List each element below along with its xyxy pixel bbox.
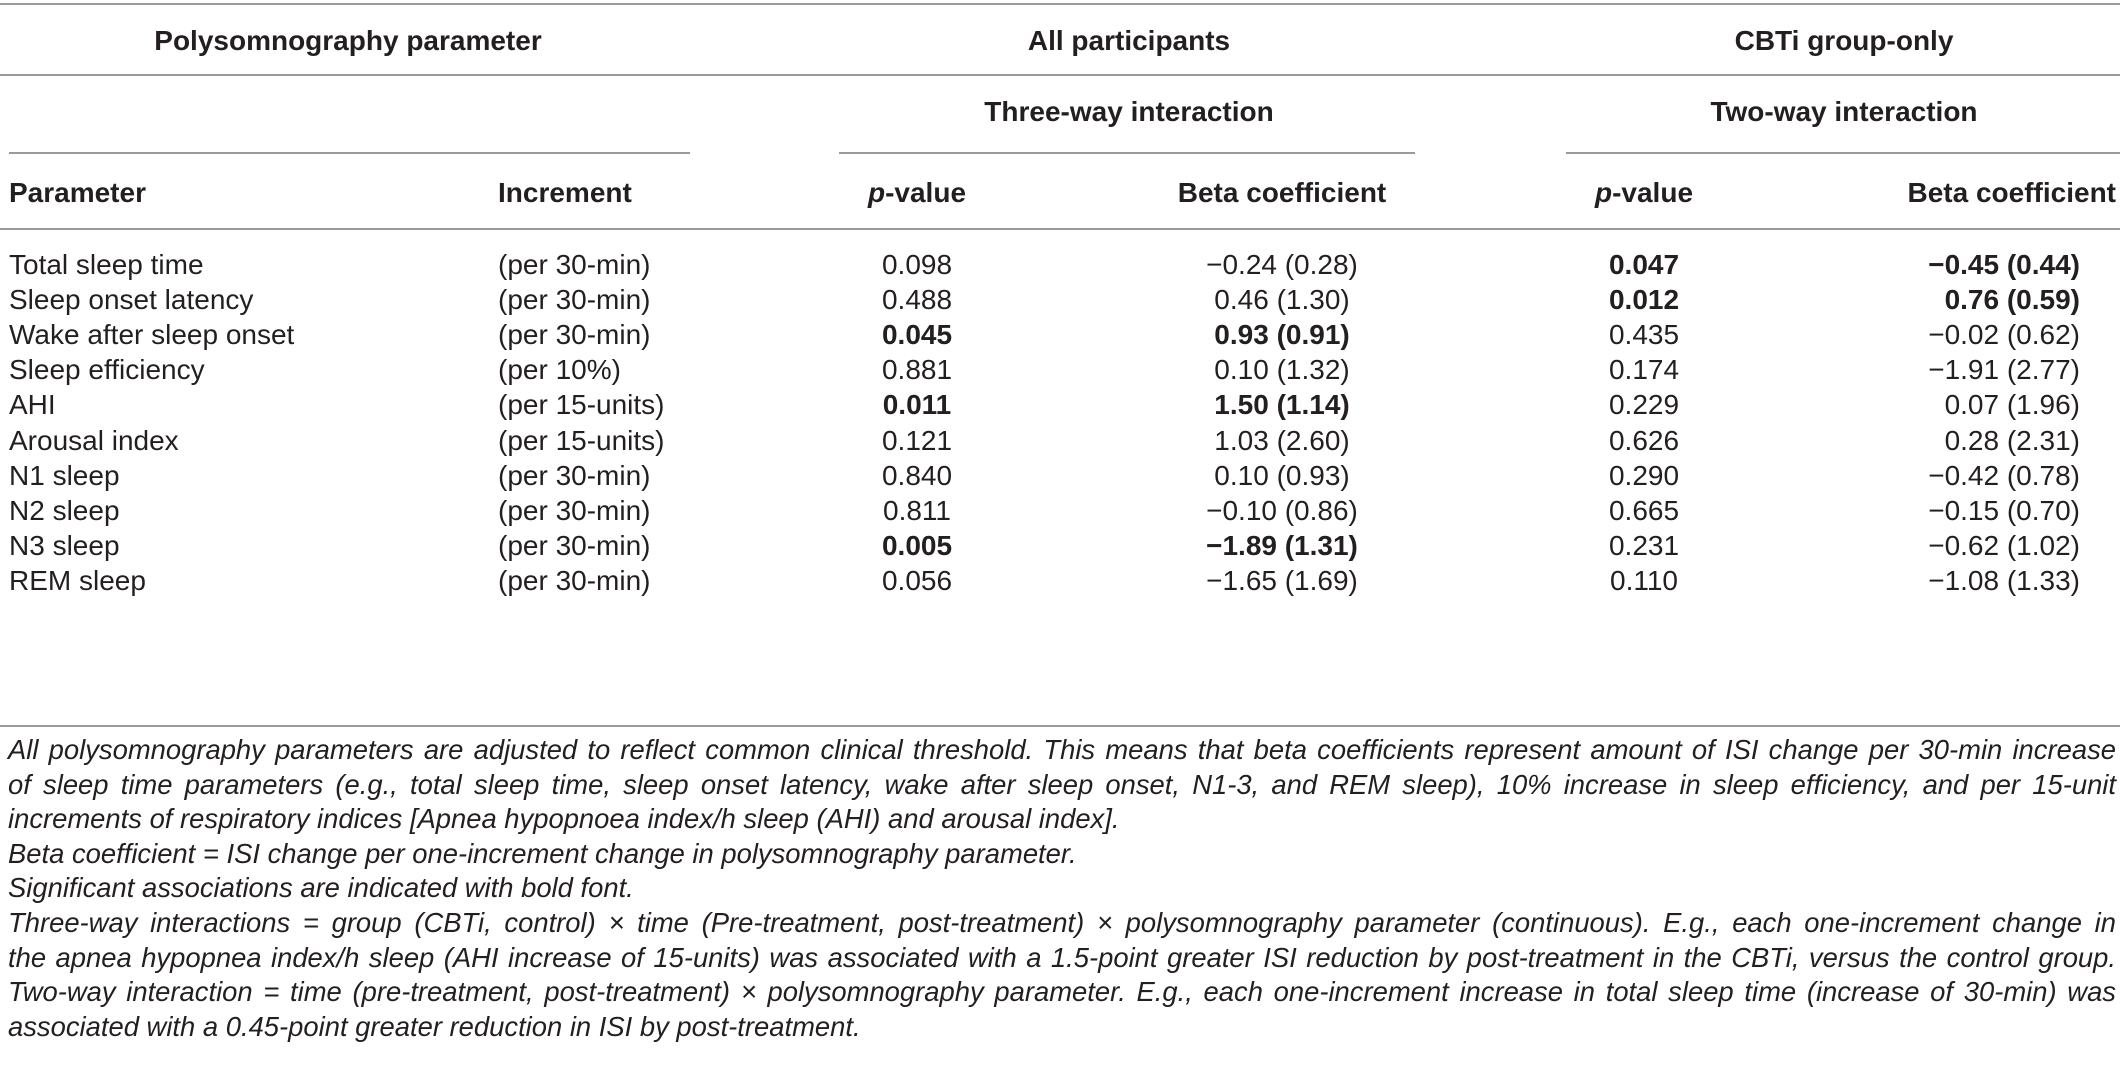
footnote-line: associated with a 0.45-point greater red… (8, 1010, 861, 1042)
table-footnotes: All polysomnography parameters are adjus… (8, 733, 2116, 1044)
rule-under-groups (0, 74, 2120, 76)
cell-cbti-pvalue: 0.174 (1608, 354, 1680, 385)
rule-under-colheads (0, 228, 2120, 230)
cell-cbti-pvalue: 0.229 (1608, 389, 1680, 420)
cell-parameter: Arousal index (9, 425, 179, 456)
rule-under-subheader-left (9, 152, 690, 154)
pvalue-p: p (867, 177, 886, 208)
cell-all-beta: 0.93 (0.91) (1214, 319, 1350, 350)
footnote-line: of sleep time parameters (e.g., total sl… (8, 768, 2116, 800)
cell-all-pvalue: 0.488 (881, 284, 953, 315)
cell-increment: (per 30-min) (498, 284, 651, 315)
cell-all-pvalue: 0.045 (881, 319, 953, 350)
cell-all-beta: 1.50 (1.14) (1214, 389, 1350, 420)
cell-all-pvalue: 0.005 (881, 530, 953, 561)
cell-all-beta: 0.46 (1.30) (1214, 284, 1350, 315)
cell-cbti-pvalue: 0.626 (1608, 425, 1680, 456)
colhead-parameter: Parameter (9, 177, 146, 208)
cell-all-beta: 1.03 (2.60) (1214, 425, 1350, 456)
cell-cbti-pvalue: 0.047 (1608, 249, 1680, 280)
footnote-line: Beta coefficient = ISI change per one-in… (8, 837, 1077, 869)
header-all-participants: All participants (1027, 25, 1231, 56)
subheader-two-way-interaction: Two-way interaction (1710, 96, 1978, 127)
cell-parameter: N3 sleep (9, 530, 120, 561)
cell-parameter: Sleep efficiency (9, 354, 205, 385)
cell-increment: (per 30-min) (498, 249, 651, 280)
cell-increment: (per 30-min) (498, 495, 651, 526)
rule-under-subheader-cbti (1566, 152, 2120, 154)
cell-all-pvalue: 0.881 (881, 354, 953, 385)
footnote-line: Significant associations are indicated w… (8, 872, 634, 904)
cell-cbti-beta: 0.76 (0.59) (1944, 284, 2080, 315)
cell-all-pvalue: 0.840 (881, 460, 953, 491)
cell-cbti-pvalue: 0.110 (1610, 565, 1678, 596)
cell-increment: (per 10%) (498, 354, 621, 385)
cell-all-beta: −0.24 (0.28) (1206, 249, 1358, 280)
colhead-all-beta: Beta coefficient (1177, 177, 1387, 208)
cell-cbti-pvalue: 0.012 (1608, 284, 1680, 315)
subheader-three-way-interaction: Three-way interaction (984, 96, 1274, 127)
cell-parameter: REM sleep (9, 565, 146, 596)
cell-all-beta: 0.10 (0.93) (1214, 460, 1350, 491)
cell-all-pvalue: 0.098 (881, 249, 953, 280)
cell-parameter: Wake after sleep onset (9, 319, 295, 350)
pvalue-rest: -value (885, 177, 967, 208)
cell-all-pvalue: 0.811 (883, 495, 951, 526)
footnote-line: increments of respiratory indices [Apnea… (8, 803, 1120, 835)
cell-cbti-beta: −1.08 (1.33) (1928, 565, 2080, 596)
rule-top (0, 3, 2120, 5)
footnote-line: Three-way interactions = group (CBTi, co… (8, 906, 2116, 938)
header-cbti-group-only: CBTi group-only (1734, 25, 1954, 56)
colhead-cbti-beta: Beta coefficient (1907, 177, 2117, 208)
cell-parameter: Total sleep time (9, 249, 204, 280)
cell-cbti-pvalue: 0.435 (1608, 319, 1680, 350)
cell-cbti-beta: 0.07 (1.96) (1944, 389, 2080, 420)
cell-cbti-beta: −0.45 (0.44) (1928, 249, 2080, 280)
cell-cbti-beta: −0.15 (0.70) (1928, 495, 2080, 526)
cell-all-beta: −0.10 (0.86) (1206, 495, 1358, 526)
rule-bottom (0, 725, 2120, 727)
cell-all-pvalue: 0.011 (882, 389, 952, 420)
cell-cbti-pvalue: 0.231 (1608, 530, 1680, 561)
cell-cbti-beta: 0.28 (2.31) (1944, 425, 2080, 456)
cell-cbti-pvalue: 0.665 (1608, 495, 1680, 526)
colhead-all-pvalue: p-value (868, 176, 966, 210)
cell-all-beta: −1.89 (1.31) (1206, 530, 1358, 561)
cell-increment: (per 30-min) (498, 460, 651, 491)
cell-parameter: Sleep onset latency (9, 284, 254, 315)
cell-increment: (per 30-min) (498, 530, 651, 561)
cell-all-beta: −1.65 (1.69) (1206, 565, 1358, 596)
header-polysomnography-parameter: Polysomnography parameter (154, 25, 542, 56)
cell-all-pvalue: 0.121 (881, 425, 953, 456)
cell-parameter: N2 sleep (9, 495, 120, 526)
rule-under-subheader-all (839, 152, 1415, 154)
cell-parameter: AHI (9, 389, 56, 420)
cell-parameter: N1 sleep (9, 460, 120, 491)
cell-cbti-beta: −1.91 (2.77) (1928, 354, 2080, 385)
footnote-line: Two-way interaction = time (pre-treatmen… (8, 976, 2116, 1008)
cell-all-pvalue: 0.056 (881, 565, 953, 596)
cell-cbti-beta: −0.02 (0.62) (1928, 319, 2080, 350)
pvalue-p: p (1594, 177, 1613, 208)
cell-cbti-beta: −0.42 (0.78) (1928, 460, 2080, 491)
cell-increment: (per 30-min) (498, 319, 651, 350)
colhead-cbti-pvalue: p-value (1595, 176, 1693, 210)
footnote-line: the apnea hypopnea index/h sleep (AHI in… (8, 941, 2116, 973)
pvalue-rest: -value (1612, 177, 1694, 208)
cell-increment: (per 15-units) (498, 389, 665, 420)
colhead-increment: Increment (498, 177, 632, 208)
cell-cbti-pvalue: 0.290 (1608, 460, 1680, 491)
footnote-line: All polysomnography parameters are adjus… (8, 734, 2116, 765)
cell-increment: (per 30-min) (498, 565, 651, 596)
cell-cbti-beta: −0.62 (1.02) (1928, 530, 2080, 561)
cell-increment: (per 15-units) (498, 425, 665, 456)
cell-all-beta: 0.10 (1.32) (1214, 354, 1350, 385)
